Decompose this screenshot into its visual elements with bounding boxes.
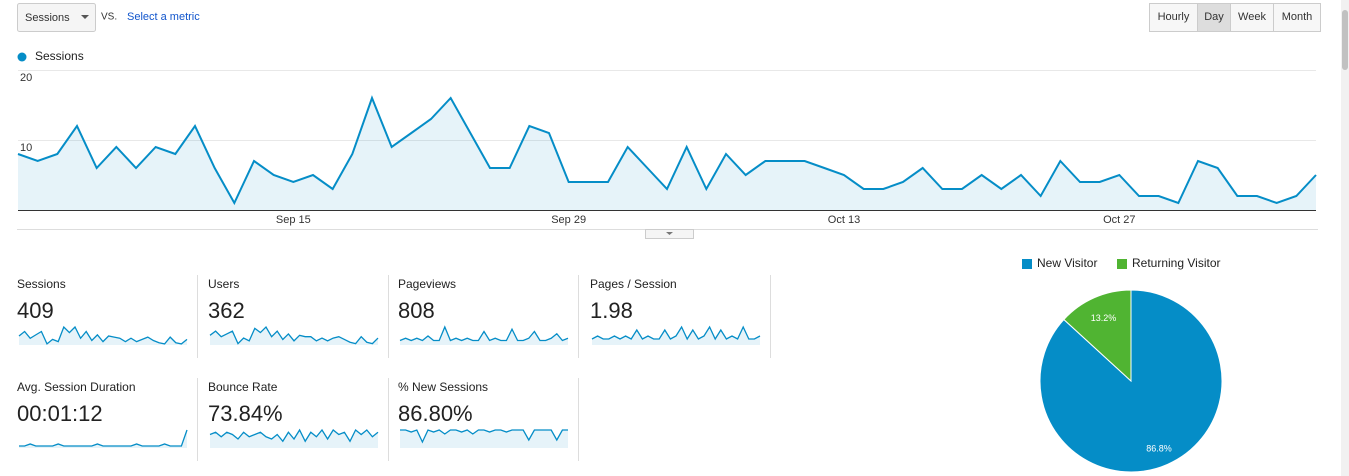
scrollbar-thumb[interactable] [1342,10,1348,70]
card-label: Avg. Session Duration [17,380,136,394]
card-value: 362 [208,298,245,323]
button-bg [1149,3,1198,32]
button-label: Hourly [1158,11,1190,23]
card-value: 409 [17,298,54,323]
slice-label: 86.8% [1146,443,1172,453]
sparkline [400,429,568,444]
card-value: 86.80% [398,401,473,426]
x-tick-label: Oct 27 [1103,214,1135,226]
sparkline-area [19,327,187,345]
interval-buttons: Hourly Day Week Month [1149,3,1321,32]
collapse-handle[interactable] [645,229,694,239]
sparkline [209,428,379,443]
metric-dropdown[interactable]: Sessions [17,3,96,32]
sparkline [18,325,188,345]
legend-swatch [1022,259,1032,269]
button-bg [1273,3,1321,32]
vs-label: VS. [101,12,117,23]
interval-button[interactable]: Month [1273,3,1321,32]
x-tick-label: Sep 29 [551,214,586,226]
legend-marker [17,52,27,62]
legend-label: New Visitor [1037,256,1097,270]
card-label: Sessions [17,277,66,291]
card-label: Bounce Rate [208,380,278,394]
legend-swatch [1117,259,1127,269]
scrollbar [1341,0,1349,476]
button-bg [1230,3,1274,32]
pie-slice [1063,289,1132,383]
y-tick-label: 20 [20,72,32,84]
button-label: Day [1204,11,1224,23]
button-label: Month [1282,11,1313,23]
sparkline-area [210,327,378,345]
card-label: Users [208,277,239,291]
sparkline [591,325,761,341]
card-label: Pageviews [398,277,456,291]
card-value: 1.98 [590,298,633,323]
card-label: % New Sessions [398,380,488,394]
sparkline [399,325,569,342]
sparkline-area [400,430,568,448]
y-tick-label: 10 [20,142,32,154]
button-label: Week [1238,11,1266,23]
select-metric-link[interactable]: Select a metric [127,11,200,23]
interval-button[interactable]: Day [1197,3,1231,32]
card-value: 73.84% [208,401,283,426]
legend-label: Returning Visitor [1132,256,1221,270]
scorecards: Sessions 409 Users 362 Pageviews 808 Pages / S… [17,275,771,461]
dropdown-label: Sessions [25,12,70,24]
card-value: 00:01:12 [17,401,103,426]
x-tick-label: Oct 13 [828,214,860,226]
legend-label: Sessions [35,49,84,63]
card-label: Pages / Session [590,277,677,291]
x-tick-label: Sep 15 [276,214,311,226]
interval-button[interactable]: Week [1230,3,1274,32]
sparkline [209,325,379,345]
sparkline [19,429,188,447]
series-area [18,98,1316,210]
card-value: 808 [398,298,435,323]
line-chart: 10 20 Sep 15 Sep 29 Oct 13 Oct 27 Sessions [17,49,1317,226]
interval-button[interactable]: Hourly [1149,3,1198,32]
slice-label: 13.2% [1091,313,1117,323]
sparkline-area [400,327,568,345]
button-bg [1197,3,1231,32]
series-line [17,95,1317,206]
pie-chart: New Visitor Returning Visitor 86.8% 13.2% [1022,256,1223,473]
